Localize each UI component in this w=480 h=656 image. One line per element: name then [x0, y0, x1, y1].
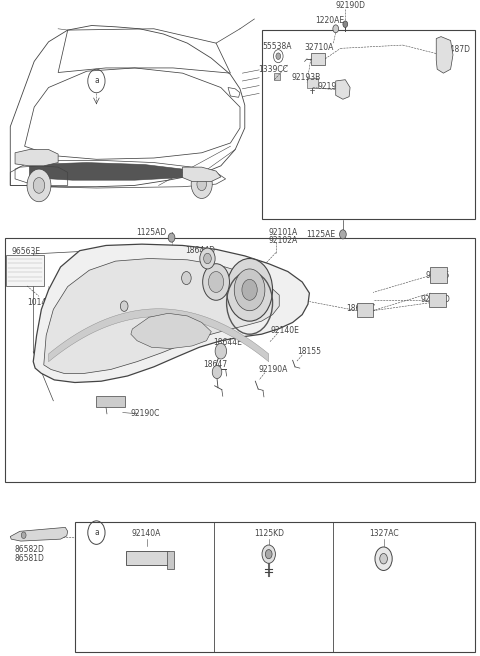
Circle shape	[375, 547, 392, 571]
Bar	[262, 30, 475, 219]
Text: 1125AE: 1125AE	[306, 230, 335, 239]
Text: 86581D: 86581D	[14, 554, 44, 564]
Text: 1339CC: 1339CC	[259, 65, 288, 73]
Polygon shape	[33, 244, 310, 382]
Text: 18644E: 18644E	[213, 338, 242, 347]
Circle shape	[204, 253, 211, 264]
Circle shape	[234, 269, 265, 311]
Text: 18155: 18155	[297, 347, 321, 356]
Circle shape	[203, 264, 229, 300]
Circle shape	[197, 178, 206, 191]
Bar	[275, 73, 280, 79]
Bar	[357, 303, 372, 318]
Polygon shape	[44, 258, 279, 373]
Circle shape	[168, 233, 175, 242]
Text: 1220AE: 1220AE	[315, 16, 345, 26]
Text: 97795: 97795	[425, 271, 449, 280]
Text: 92191D: 92191D	[420, 295, 450, 304]
Polygon shape	[336, 79, 350, 99]
Text: 1125KD: 1125KD	[254, 529, 284, 539]
Circle shape	[33, 178, 45, 194]
Circle shape	[200, 248, 215, 269]
Polygon shape	[29, 163, 182, 180]
Text: 18643D: 18643D	[99, 293, 129, 302]
Circle shape	[333, 25, 338, 33]
Circle shape	[262, 545, 276, 564]
Circle shape	[242, 279, 257, 300]
Text: 18644D: 18644D	[185, 245, 215, 255]
Text: a: a	[94, 77, 99, 85]
Bar	[6, 255, 44, 286]
Polygon shape	[131, 314, 211, 348]
Polygon shape	[15, 150, 58, 166]
Text: 92101A: 92101A	[268, 228, 298, 237]
Polygon shape	[182, 167, 221, 182]
Polygon shape	[48, 309, 269, 361]
Circle shape	[21, 532, 26, 539]
Circle shape	[343, 21, 348, 28]
Circle shape	[276, 53, 281, 60]
Bar	[431, 267, 447, 283]
Text: 18647D: 18647D	[160, 265, 191, 274]
Bar	[429, 293, 446, 308]
Bar	[75, 522, 475, 652]
Bar	[126, 551, 169, 565]
Bar	[5, 237, 475, 482]
Text: 92161A: 92161A	[248, 297, 277, 306]
Circle shape	[27, 169, 51, 202]
Circle shape	[227, 258, 273, 321]
Circle shape	[339, 230, 346, 239]
Text: 32710A: 32710A	[305, 43, 334, 52]
Circle shape	[191, 170, 212, 199]
Circle shape	[44, 297, 51, 306]
Polygon shape	[10, 527, 68, 541]
Text: 92190A: 92190A	[259, 365, 288, 374]
Text: 31487D: 31487D	[440, 45, 470, 54]
Text: 1125AD: 1125AD	[136, 228, 167, 237]
Text: a: a	[94, 528, 99, 537]
Bar	[440, 49, 449, 65]
Text: 92140E: 92140E	[271, 326, 300, 335]
Text: 92102A: 92102A	[268, 236, 298, 245]
Circle shape	[120, 301, 128, 312]
Circle shape	[215, 343, 227, 359]
Circle shape	[181, 272, 191, 285]
Bar	[167, 551, 174, 569]
Text: 92190C: 92190C	[131, 409, 160, 419]
Bar	[311, 53, 325, 65]
Polygon shape	[436, 37, 453, 73]
Text: 92193B: 92193B	[291, 73, 321, 81]
Bar	[96, 396, 125, 407]
Text: 92191: 92191	[318, 83, 342, 91]
Text: 96563E: 96563E	[11, 247, 40, 256]
Bar	[307, 77, 318, 87]
Text: 18647: 18647	[203, 360, 227, 369]
Text: 92190D: 92190D	[335, 1, 365, 10]
Circle shape	[212, 365, 222, 379]
Text: 55538A: 55538A	[262, 42, 292, 51]
Circle shape	[380, 554, 387, 564]
Text: 92140A: 92140A	[132, 529, 161, 539]
Circle shape	[208, 272, 224, 293]
Text: 1014AC: 1014AC	[27, 298, 57, 308]
Text: 86582D: 86582D	[14, 545, 44, 554]
Text: 1327AC: 1327AC	[369, 529, 398, 539]
Circle shape	[265, 550, 272, 559]
Text: 18641C: 18641C	[346, 304, 375, 313]
